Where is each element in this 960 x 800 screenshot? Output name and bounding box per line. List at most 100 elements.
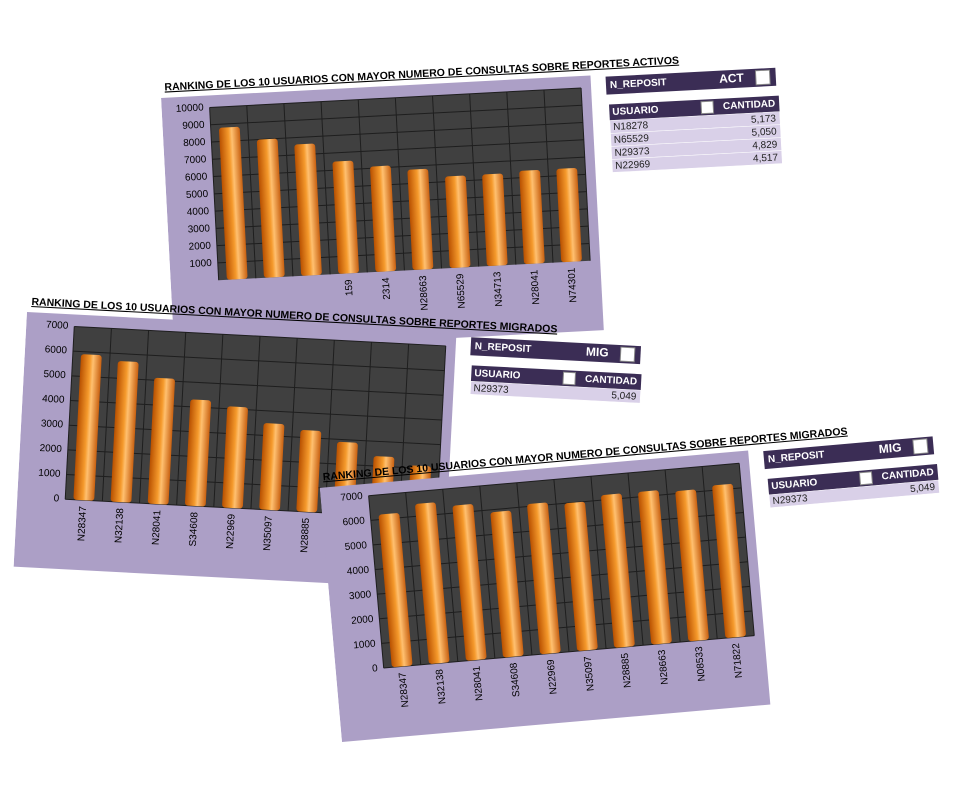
grid-line xyxy=(72,350,445,372)
x-tick-label: N32138 xyxy=(434,668,448,704)
bar xyxy=(490,510,524,658)
column-header: USUARIO xyxy=(612,105,659,118)
bar xyxy=(527,502,561,655)
table-cell: N22969 xyxy=(615,159,651,172)
vertical-grid xyxy=(176,332,187,506)
bar xyxy=(378,513,413,668)
header-row xyxy=(609,95,780,121)
sort-button[interactable] xyxy=(858,471,874,486)
x-tick-label: S34608 xyxy=(188,511,201,546)
y-tick-label: 3000 xyxy=(349,589,373,602)
x-tick-label: N08533 xyxy=(694,646,708,682)
vertical-grid xyxy=(139,330,150,504)
table-cell: 5,173 xyxy=(751,113,777,125)
y-tick-label: 7000 xyxy=(340,491,364,504)
y-tick-label: 5000 xyxy=(344,540,368,553)
grid-line xyxy=(74,325,446,347)
y-tick-label: 3000 xyxy=(41,418,64,430)
table-cell: 5,049 xyxy=(611,390,637,402)
y-tick-label: 2000 xyxy=(188,241,211,253)
sort-button[interactable] xyxy=(700,100,715,115)
vertical-grid xyxy=(553,479,570,652)
y-tick-label: 2000 xyxy=(351,614,375,627)
x-tick-label: N28347 xyxy=(76,505,89,541)
table-cell: 4,829 xyxy=(752,139,778,151)
filter-label: N_REPOSIT xyxy=(474,341,531,355)
x-tick-label: N35097 xyxy=(262,515,275,551)
y-tick-label: 8000 xyxy=(183,137,206,149)
bar xyxy=(370,165,397,272)
x-tick-label: N28885 xyxy=(620,652,634,688)
y-tick-label: 2000 xyxy=(39,443,62,455)
y-tick-label: 9000 xyxy=(182,120,205,132)
y-tick-label: 0 xyxy=(372,663,379,674)
y-tick-label: 6000 xyxy=(342,515,366,528)
filter-button[interactable] xyxy=(619,346,636,363)
column-header: USUARIO xyxy=(474,368,521,381)
bar xyxy=(675,489,709,642)
x-tick-label: N35097 xyxy=(583,655,597,691)
vertical-grid xyxy=(442,489,459,662)
filter-label: N_REPOSIT xyxy=(610,77,667,91)
chart: RANKING DE LOS 10 USUARIOS CON MAYOR NUM… xyxy=(319,426,940,742)
table-cell: N29373 xyxy=(473,383,509,396)
header-row xyxy=(767,464,939,495)
table-cell: 5,050 xyxy=(751,126,777,138)
bar xyxy=(256,138,285,278)
x-tick-label: N28663 xyxy=(418,275,431,311)
bar xyxy=(296,430,322,513)
filter-button[interactable] xyxy=(912,438,929,455)
vertical-grid xyxy=(590,476,607,649)
y-tick-label: 0 xyxy=(53,493,60,504)
sort-button[interactable] xyxy=(562,371,577,386)
bar xyxy=(147,377,175,505)
y-tick-label: 3000 xyxy=(187,223,210,235)
x-tick-label: N74301 xyxy=(567,267,580,303)
y-tick-label: 1000 xyxy=(189,258,212,270)
filter-label: N_REPOSIT xyxy=(768,449,825,465)
y-tick-label: 4000 xyxy=(42,394,65,406)
x-tick-label: N22969 xyxy=(546,658,560,694)
table-row xyxy=(768,479,940,509)
grid-line xyxy=(209,87,582,108)
bar xyxy=(482,173,508,266)
filter-button[interactable] xyxy=(754,69,771,86)
bar xyxy=(564,501,598,651)
bar xyxy=(294,143,322,276)
grid-line xyxy=(368,462,740,497)
x-tick-label: N28347 xyxy=(397,671,411,707)
vertical-grid xyxy=(516,482,533,656)
column-header: CANTIDAD xyxy=(723,98,776,112)
column-header: CANTIDAD xyxy=(585,374,638,388)
filter-value: MIG xyxy=(878,440,902,456)
y-tick-label: 4000 xyxy=(187,206,210,218)
table-cell: N65529 xyxy=(614,133,650,146)
y-tick-label: 7000 xyxy=(184,154,207,166)
table-row xyxy=(611,150,783,173)
bar xyxy=(712,483,746,638)
grid-line xyxy=(210,104,583,126)
filter-value: ACT xyxy=(719,71,745,86)
vertical-grid xyxy=(101,328,112,502)
y-tick-label: 5000 xyxy=(43,369,66,381)
x-tick-label: N22969 xyxy=(225,513,238,549)
x-tick-label: N28041 xyxy=(529,269,542,305)
y-tick-label: 1000 xyxy=(353,639,377,652)
bar xyxy=(219,126,248,280)
bar xyxy=(184,399,212,507)
vertical-grid xyxy=(738,463,755,636)
filter-row xyxy=(763,436,935,470)
x-tick-label: N28041 xyxy=(151,509,164,545)
chart: RANKING DE LOS 10 USUARIOS CON MAYOR NUM… xyxy=(161,55,783,353)
filter-row xyxy=(605,67,777,95)
table-cell: N18278 xyxy=(613,120,649,133)
table-cell: 4,517 xyxy=(753,152,779,164)
vertical-grid xyxy=(479,485,496,659)
bar xyxy=(332,160,359,274)
x-tick-label: N34713 xyxy=(492,271,505,307)
x-tick-label: N28041 xyxy=(471,665,485,701)
table-cell: N29373 xyxy=(772,493,808,507)
filter-row xyxy=(470,337,642,365)
y-tick-label: 5000 xyxy=(186,189,209,201)
table-cell: 5,049 xyxy=(910,482,936,495)
